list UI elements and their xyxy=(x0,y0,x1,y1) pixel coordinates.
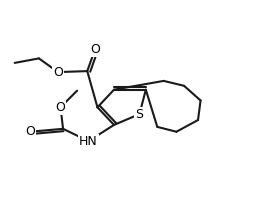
Text: O: O xyxy=(25,125,35,138)
Text: O: O xyxy=(53,66,63,79)
Text: O: O xyxy=(90,43,100,56)
Text: O: O xyxy=(56,101,66,114)
Text: S: S xyxy=(135,108,143,121)
Text: HN: HN xyxy=(79,135,98,148)
